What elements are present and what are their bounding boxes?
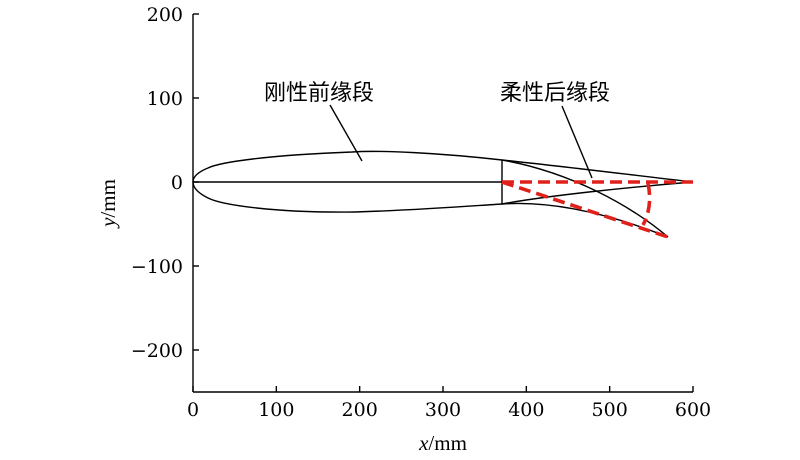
flexible-trailing-leader-line [561, 105, 593, 179]
y-tick-label: 100 [147, 88, 183, 110]
flexible-lower-surface-deflected [501, 202, 669, 238]
x-tick-label: 600 [675, 399, 711, 421]
flexible-upper-surface-undeformed [501, 159, 694, 183]
x-tick-label: 200 [342, 399, 378, 421]
x-tick-label: 500 [592, 399, 628, 421]
x-tick-label: 0 [187, 399, 199, 421]
y-tick-label: 200 [147, 4, 183, 26]
flexible-lower-surface-undeformed [501, 181, 694, 205]
rigid-leading-lower-surface [192, 181, 503, 213]
y-tick-label: −200 [131, 340, 183, 362]
x-tick-label: 300 [425, 399, 461, 421]
x-tick-label: 100 [258, 399, 294, 421]
flexible-trailing-label: 柔性后缘段 [500, 81, 610, 106]
flexible-upper-surface-deflected [501, 159, 669, 238]
rigid-leading-upper-surface [192, 150, 503, 183]
rigid-leading-label: 刚性前缘段 [264, 81, 374, 106]
y-tick-label: −100 [131, 256, 183, 278]
x-axis-title: x/mm [418, 431, 467, 455]
x-tick-label: 400 [508, 399, 544, 421]
y-tick-label: 0 [171, 172, 183, 194]
rigid-leading-leader-line [329, 104, 363, 162]
deflection-angle-arc [641, 182, 652, 226]
deflected-camber-indicator [501, 180, 669, 239]
y-axis-title: y/mm [96, 179, 120, 229]
axis-tick-labels: 0 100 200 300 400 500 600 200 100 0 −100 −200 [131, 4, 711, 421]
